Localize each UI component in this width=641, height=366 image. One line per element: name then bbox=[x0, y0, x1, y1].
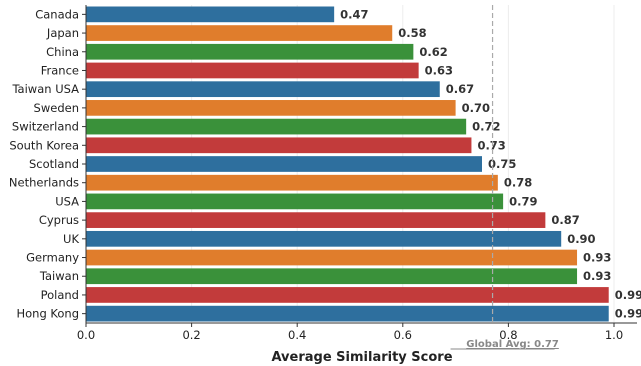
data-label: 0.47 bbox=[340, 7, 368, 21]
y-tick-label: Scotland bbox=[29, 157, 79, 171]
bar bbox=[86, 249, 578, 266]
y-tick-label: Sweden bbox=[34, 101, 79, 115]
data-label: 0.62 bbox=[419, 45, 447, 59]
bar-layer: 0.47 0.58 0.62 0.63 0.67 0.70 0.72 0.73 0.75 0.78… bbox=[86, 6, 641, 322]
data-label: 0.72 bbox=[472, 120, 500, 134]
bar bbox=[86, 62, 419, 79]
x-tick-label: 0.8 bbox=[499, 328, 517, 342]
data-label: 0.79 bbox=[509, 194, 537, 208]
y-tick-label: Taiwan bbox=[39, 269, 79, 283]
data-label: 0.93 bbox=[583, 269, 611, 283]
data-label: 0.58 bbox=[398, 26, 426, 40]
y-tick-label: UK bbox=[63, 232, 79, 246]
y-tick-label: France bbox=[41, 63, 79, 77]
reference-line-label: Global Avg: 0.77 bbox=[466, 339, 559, 350]
bar bbox=[86, 25, 393, 41]
bar bbox=[86, 137, 472, 154]
data-label: 0.70 bbox=[462, 101, 490, 115]
y-tick-label: Hong Kong bbox=[16, 307, 79, 321]
bar bbox=[86, 156, 482, 172]
y-tick-label: Taiwan USA bbox=[11, 82, 79, 96]
x-tick-label: 0.4 bbox=[288, 328, 306, 342]
bar bbox=[86, 174, 498, 191]
data-label: 0.67 bbox=[446, 82, 474, 96]
y-tick-label: South Korea bbox=[9, 138, 79, 152]
y-tick-label: Switzerland bbox=[12, 120, 79, 134]
data-label: 0.63 bbox=[425, 63, 453, 77]
bar bbox=[86, 212, 546, 228]
axis-layer: Canada Japan China France Taiwan USA Sweden Sw… bbox=[9, 5, 637, 342]
reference-layer: Global Avg: 0.77 bbox=[450, 5, 559, 350]
y-tick-label: China bbox=[46, 45, 79, 59]
bar bbox=[86, 100, 456, 116]
data-label: 0.99 bbox=[615, 307, 641, 321]
x-axis-title: Average Similarity Score bbox=[271, 350, 452, 365]
y-tick-label: Cyprus bbox=[39, 213, 79, 227]
y-tick-label: Poland bbox=[41, 288, 79, 302]
x-tick-label: 1.0 bbox=[605, 328, 623, 342]
data-label: 0.99 bbox=[615, 288, 641, 302]
bar bbox=[86, 43, 414, 60]
data-label: 0.78 bbox=[504, 176, 532, 190]
bar bbox=[86, 287, 609, 303]
bar bbox=[86, 6, 335, 23]
x-tick-label: 0.0 bbox=[77, 328, 95, 342]
y-tick-label: USA bbox=[55, 194, 79, 208]
data-label: 0.87 bbox=[551, 213, 579, 227]
x-tick-label: 0.2 bbox=[182, 328, 200, 342]
y-tick-label: Canada bbox=[35, 7, 79, 21]
bar bbox=[86, 193, 504, 210]
data-label: 0.73 bbox=[477, 138, 505, 152]
bar bbox=[86, 230, 562, 247]
y-tick-label: Netherlands bbox=[9, 176, 79, 190]
bar bbox=[86, 305, 609, 322]
data-label: 0.90 bbox=[567, 232, 595, 246]
y-tick-label: Germany bbox=[26, 251, 79, 265]
data-label: 0.93 bbox=[583, 251, 611, 265]
y-tick-label: Japan bbox=[46, 26, 79, 40]
data-label: 0.75 bbox=[488, 157, 516, 171]
bar bbox=[86, 81, 440, 98]
x-tick-label: 0.6 bbox=[394, 328, 412, 342]
bar bbox=[86, 268, 578, 285]
bar bbox=[86, 118, 467, 135]
